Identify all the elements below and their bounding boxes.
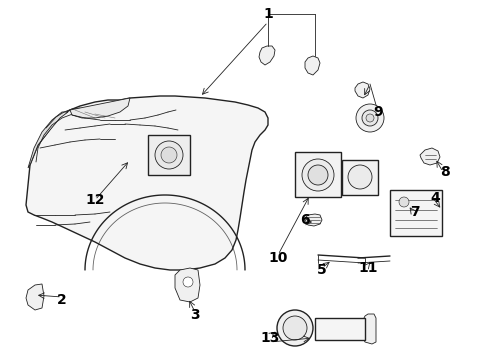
Circle shape [277,310,313,346]
Text: 12: 12 [85,193,105,207]
Circle shape [399,197,409,207]
Polygon shape [420,148,440,165]
Text: 4: 4 [430,191,440,205]
Circle shape [308,165,328,185]
Text: 13: 13 [260,331,280,345]
Text: 11: 11 [358,261,378,275]
Polygon shape [259,46,275,65]
Text: 7: 7 [410,205,420,219]
Polygon shape [395,194,412,210]
Bar [342,160,378,195]
Bar [390,190,442,236]
Text: 3: 3 [190,308,200,322]
Text: 6: 6 [300,213,310,227]
Circle shape [366,114,374,122]
Text: 10: 10 [269,251,288,265]
Polygon shape [355,82,370,98]
Polygon shape [363,314,376,344]
Circle shape [183,277,193,287]
Polygon shape [175,268,200,302]
Circle shape [161,147,177,163]
Bar [295,152,341,197]
Polygon shape [70,98,130,118]
Circle shape [356,104,384,132]
Text: 1: 1 [263,7,273,21]
Polygon shape [305,56,320,75]
Polygon shape [28,112,68,168]
Circle shape [302,159,334,191]
Polygon shape [26,284,44,310]
Circle shape [155,141,183,169]
Text: 8: 8 [440,165,450,179]
Bar [148,135,190,175]
Text: 9: 9 [373,105,383,119]
Circle shape [348,165,372,189]
Circle shape [283,316,307,340]
Text: 2: 2 [57,293,67,307]
Polygon shape [26,96,268,270]
Polygon shape [305,214,322,226]
Text: 5: 5 [317,263,327,277]
Circle shape [362,110,378,126]
Bar [315,318,365,340]
